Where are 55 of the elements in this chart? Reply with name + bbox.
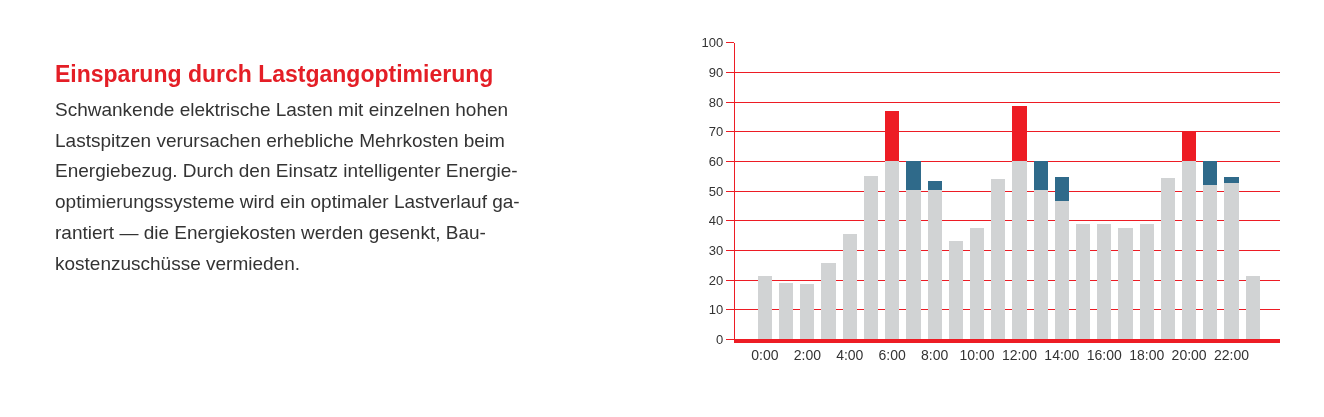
bar: [927, 189, 942, 340]
y-tick-label: 20: [708, 272, 724, 288]
bar: [1118, 228, 1133, 340]
x-tick-label: 22:00: [1214, 347, 1250, 364]
bar: [1224, 182, 1239, 340]
x-tick-label: 12:00: [1001, 347, 1038, 364]
y-tick-label: 50: [708, 183, 724, 199]
x-tick-label: 16:00: [1086, 347, 1122, 364]
bar: [1054, 176, 1069, 202]
x-tick-label: 8:00: [920, 347, 949, 364]
y-tick-label: 80: [708, 94, 724, 110]
y-tick-label: 0: [715, 332, 724, 348]
bar: [1160, 178, 1176, 340]
x-tick-label: 18:00: [1129, 347, 1165, 364]
bar: [863, 175, 879, 340]
bar: [1097, 223, 1112, 340]
text: Schwankende elektrische Lasten mit einzelnen hohen Lastspitzen verursachen erhebliche Mehrkosten beim Energiebezug. Durch den Einsatz intelligenter Energie- optimierungssysteme wird ein optimaler Lastverlauf ga- rantiert — die Energiekosten werden gesenkt, Bau- kostenzuschüsse vermieden.: [55, 99, 520, 274]
y-tick-label: 90: [708, 65, 724, 80]
bar: [779, 283, 794, 340]
bar: [821, 262, 836, 340]
bar: [1012, 161, 1027, 340]
bar: [927, 181, 942, 190]
bar: [991, 178, 1006, 340]
bar: [1182, 161, 1197, 340]
y-tick-label: 100: [701, 35, 724, 51]
bar: [906, 189, 921, 340]
bar: [1224, 176, 1239, 183]
y-tick-label: 70: [708, 124, 724, 140]
x-tick-label: 10:00: [959, 347, 995, 364]
x-tick-label: 2:00: [793, 347, 822, 364]
bar: [948, 241, 963, 340]
y-tick-label: 40: [708, 213, 724, 229]
x-tick-label: 6:00: [878, 347, 907, 364]
bar: [1203, 184, 1218, 340]
bar: [800, 283, 815, 340]
bar: [885, 161, 900, 340]
bar: [1139, 223, 1154, 340]
bar: [969, 228, 985, 340]
x-tick-label: 14:00: [1044, 347, 1080, 364]
bar: [1203, 160, 1218, 185]
bar: [1054, 201, 1069, 340]
bar: [1245, 276, 1260, 340]
text: Einsparung durch Lastgangoptimierung: [55, 61, 494, 87]
x-tick-label: 0:00: [751, 347, 779, 364]
bar: [842, 234, 857, 340]
bar: [1033, 189, 1048, 340]
bar: [906, 160, 921, 190]
bar: [1033, 160, 1048, 190]
y-tick-label: 60: [708, 154, 724, 169]
bar: [757, 276, 773, 340]
y-tick-label: 10: [708, 302, 724, 318]
x-tick-label: 20:00: [1171, 347, 1207, 364]
x-tick-label: 4:00: [836, 347, 864, 364]
y-tick-label: 30: [708, 243, 724, 258]
bar: [1075, 223, 1091, 340]
